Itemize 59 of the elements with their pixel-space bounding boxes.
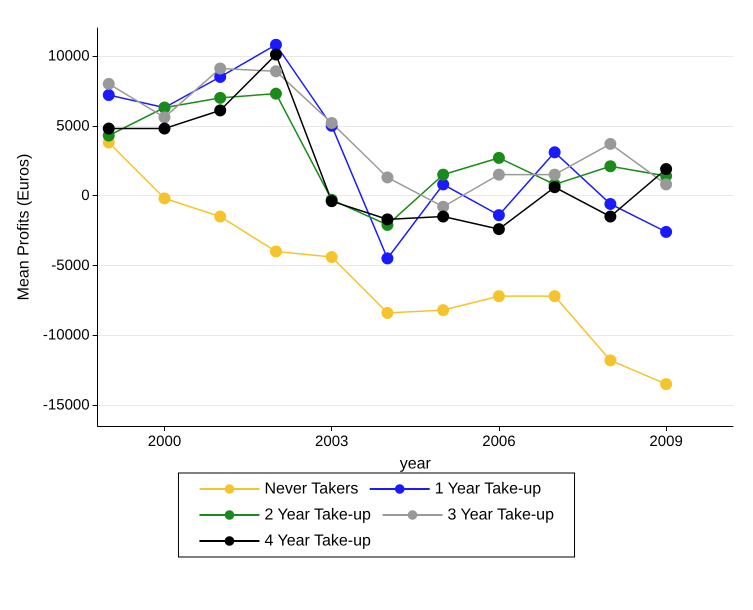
point [381, 306, 394, 319]
x-tick-label: 2000 [148, 433, 182, 450]
point [548, 146, 561, 158]
point [604, 160, 616, 172]
point [270, 88, 282, 100]
point [492, 223, 505, 236]
point [381, 252, 394, 264]
legend-label: 3 Year Take-up [448, 506, 554, 524]
point [492, 290, 505, 302]
point [660, 178, 672, 190]
point [548, 181, 561, 194]
point [214, 104, 226, 116]
point [437, 210, 450, 223]
point [437, 168, 450, 181]
point [270, 48, 282, 61]
point [381, 213, 394, 226]
point [270, 65, 282, 78]
point [437, 178, 450, 190]
point [548, 168, 561, 181]
point [604, 354, 616, 366]
point [158, 111, 170, 124]
y-tick-label: -15000 [42, 396, 90, 414]
point [604, 198, 616, 210]
legend-label: Never Takers [264, 480, 358, 498]
point [102, 78, 115, 90]
point [270, 245, 282, 258]
x-tick-label: 2006 [482, 433, 516, 450]
legend-label: 1 Year Take-up [434, 480, 542, 498]
point [437, 304, 450, 316]
legend-label: 2 Year Take-up [264, 506, 372, 524]
point [214, 210, 226, 223]
point [158, 122, 170, 135]
point [102, 89, 115, 102]
y-tick-label: -5000 [51, 256, 90, 274]
point [214, 92, 226, 104]
y-axis-title: Mean Profits (Euros) [16, 154, 32, 300]
point [326, 251, 338, 264]
point [214, 62, 226, 74]
point [102, 122, 115, 135]
point [604, 138, 616, 150]
y-tick-label: 10000 [48, 47, 90, 64]
point [492, 152, 505, 164]
point [660, 378, 672, 390]
point [660, 163, 672, 176]
point [158, 192, 170, 204]
legend-label: 4 Year Take-up [264, 532, 372, 550]
y-tick-label: 5000 [56, 117, 90, 134]
point [660, 226, 672, 238]
point [381, 171, 394, 184]
point [492, 168, 505, 181]
point [604, 210, 616, 223]
point [548, 290, 561, 302]
y-tick-label: -10000 [42, 326, 90, 344]
point [326, 116, 338, 129]
x-tick-label: 2009 [649, 433, 683, 450]
x-axis-title: year [400, 456, 432, 472]
point [492, 209, 505, 222]
x-tick-label: 2003 [315, 433, 348, 450]
y-tick-label: 0 [81, 187, 90, 204]
